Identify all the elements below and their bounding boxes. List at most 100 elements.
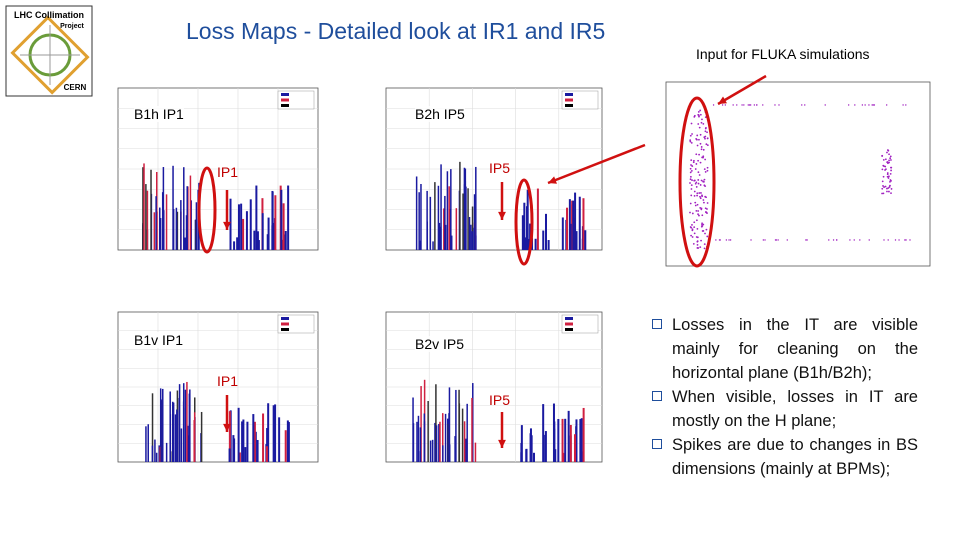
scatter-dot: [691, 165, 694, 167]
scatter-dot: [701, 225, 704, 227]
scatter-dot: [696, 247, 699, 249]
scatter-dot: [693, 159, 695, 162]
loss-bar: [287, 422, 290, 462]
loss-bar: [458, 389, 460, 462]
scatter-dot: [764, 239, 766, 241]
arrow-shaft: [717, 74, 767, 106]
loss-bar: [442, 445, 444, 462]
scatter-dot: [690, 159, 693, 162]
scatter-dot: [706, 137, 709, 140]
arrow-head: [223, 221, 231, 230]
scatter-dot: [881, 187, 884, 190]
loss-bar: [271, 190, 274, 250]
scatter-dot: [699, 161, 702, 164]
logo-text: LHC Collimation: [14, 10, 84, 20]
loss-bar: [417, 415, 420, 462]
scatter-dot: [695, 153, 698, 156]
loss-bar: [448, 413, 450, 462]
scatter-dot: [697, 111, 700, 113]
scatter-dot: [693, 114, 696, 117]
scatter-dot: [696, 194, 699, 197]
scatter-dot: [689, 171, 692, 174]
loss-bar: [200, 411, 203, 462]
legend-swatch: [565, 104, 573, 107]
scatter-dot: [706, 235, 709, 238]
loss-bar: [464, 168, 467, 250]
loss-bar: [574, 192, 577, 250]
scatter-dot: [701, 214, 704, 217]
scatter-dot: [693, 190, 696, 193]
loss-bar: [237, 204, 240, 250]
scatter-dot: [705, 126, 707, 129]
plot-label: B1h IP1: [134, 106, 184, 122]
loss-bar: [159, 446, 161, 462]
scatter-dot: [889, 184, 891, 187]
loss-bar: [420, 183, 422, 250]
scatter-dot: [690, 122, 693, 125]
scatter-dot: [701, 118, 703, 121]
bullet-text: Spikes are due to changes in BS dimensio…: [672, 436, 918, 478]
arrow-head: [498, 211, 506, 220]
scatter-dot: [694, 168, 697, 170]
scatter-dot: [704, 130, 707, 133]
scatter-dot: [698, 153, 700, 156]
scatter-dot: [868, 104, 870, 106]
scatter-dot: [695, 138, 698, 141]
loss-bar: [150, 169, 152, 250]
scatter-dot: [881, 180, 884, 183]
loss-bar: [440, 164, 442, 250]
scatter-dot: [693, 194, 696, 197]
loss-bar: [253, 421, 256, 462]
loss-bar: [473, 194, 476, 250]
legend-swatch: [281, 98, 289, 102]
loss-bar: [520, 452, 523, 462]
loss-bar: [520, 425, 523, 462]
loss-bar: [193, 412, 196, 462]
loss-bar: [253, 230, 256, 250]
scatter-dot: [888, 175, 890, 178]
scatter-dot: [871, 104, 873, 106]
scatter-dot: [690, 169, 693, 172]
loss-bar: [186, 186, 188, 250]
loss-bar: [284, 231, 287, 250]
loss-bar: [444, 224, 447, 250]
scatter-dot: [753, 104, 756, 106]
loss-bar: [575, 419, 578, 462]
loss-bar: [461, 408, 464, 462]
loss-bar: [262, 413, 265, 462]
loss-bar: [542, 230, 545, 250]
scatter-dot: [824, 104, 826, 106]
loss-bar: [190, 200, 192, 250]
scatter-dot: [699, 207, 702, 209]
loss-bar: [228, 448, 231, 462]
scatter-dot: [700, 148, 703, 151]
loss-bar: [471, 231, 474, 250]
scatter-dot: [704, 171, 707, 173]
scatter-dot: [701, 156, 704, 159]
loss-bar: [155, 452, 158, 462]
scatter-dot: [706, 144, 709, 147]
scatter-dot: [698, 114, 700, 117]
loss-bar: [429, 196, 432, 250]
scatter-dot: [888, 153, 890, 156]
scatter-dot: [696, 236, 699, 239]
legend-swatch: [281, 93, 289, 96]
scatter-dot: [699, 113, 702, 116]
scatter-dot: [702, 148, 705, 151]
scatter-dot: [691, 224, 693, 226]
scatter-dot: [690, 188, 693, 190]
scatter-dot: [702, 230, 705, 232]
loss-bar: [256, 231, 259, 250]
legend-swatch: [565, 93, 573, 96]
bullet-box: [652, 439, 662, 449]
bullet-box: [652, 319, 662, 329]
scatter-dot: [693, 226, 696, 229]
scatter-dot: [889, 179, 892, 181]
scatter-dot: [689, 182, 691, 184]
scatter-dot: [806, 239, 808, 241]
ip-marker: IP5: [489, 160, 511, 176]
loss-bar: [554, 449, 557, 462]
loss-bar: [272, 449, 275, 462]
loss-bar: [444, 413, 447, 462]
scatter-dot: [698, 174, 701, 176]
